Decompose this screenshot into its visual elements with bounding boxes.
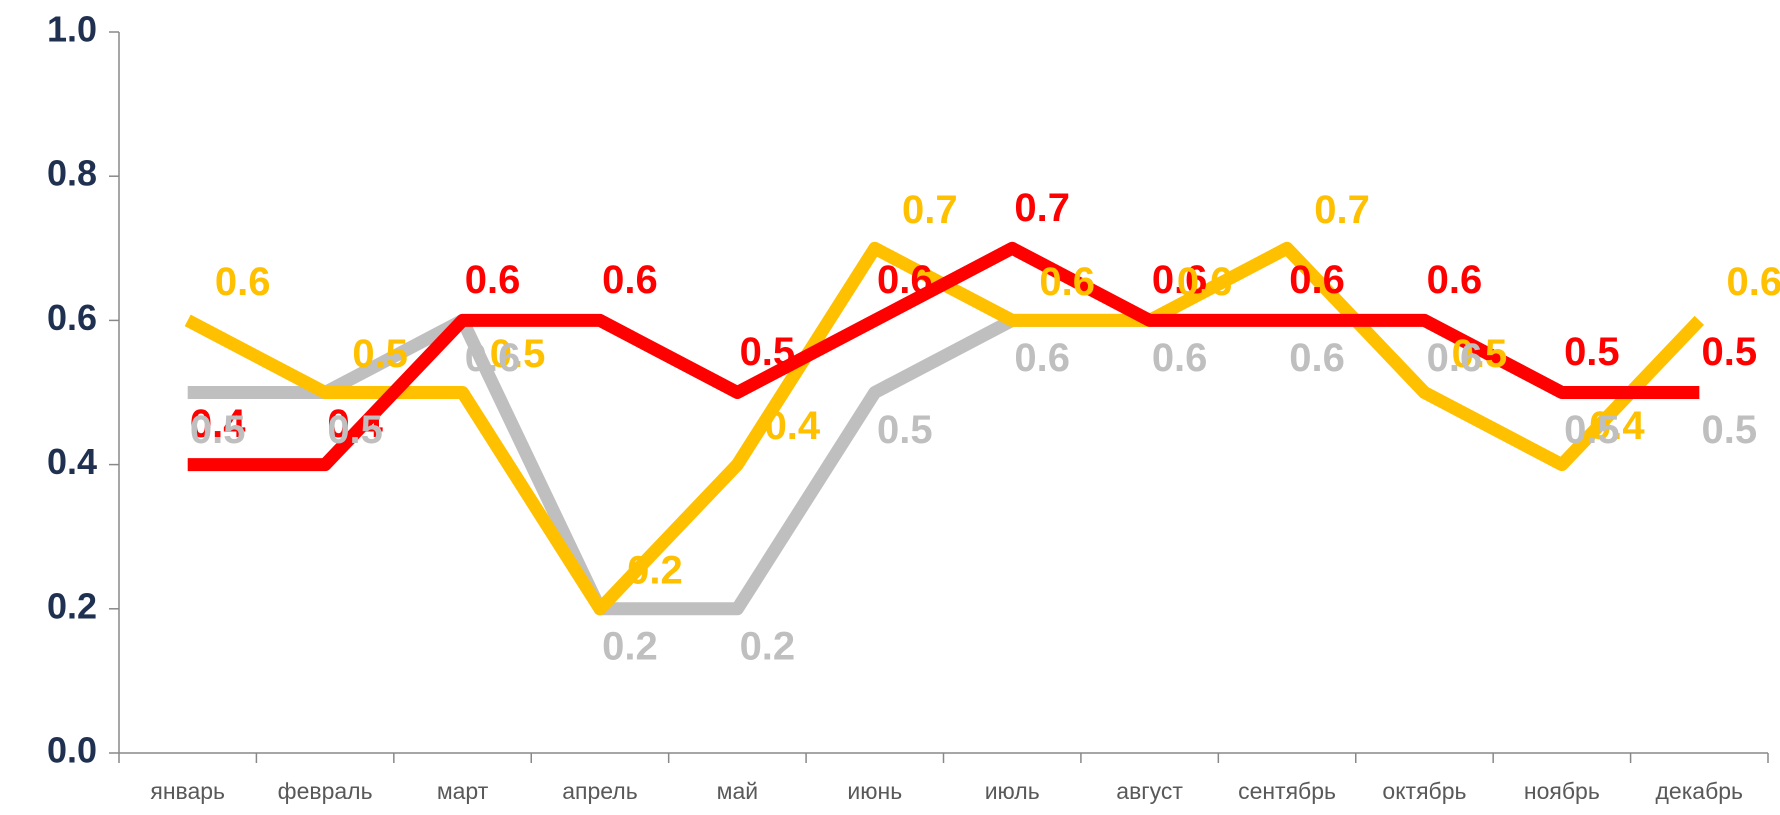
x-tick-label: декабрь [1656, 778, 1744, 804]
data-label: 0.6 [1152, 336, 1208, 380]
data-label: 0.6 [1177, 260, 1233, 304]
data-label: 0.2 [602, 624, 658, 668]
data-label: 0.5 [190, 408, 246, 452]
data-label: 0.6 [1152, 258, 1208, 302]
data-label: 0.5 [1452, 332, 1508, 376]
data-label: 0.6 [877, 258, 933, 302]
y-tick-label: 0.0 [47, 730, 97, 771]
data-label: 0.5 [490, 332, 546, 376]
x-tick-label: ноябрь [1524, 778, 1600, 804]
data-label: 0.5 [1701, 408, 1757, 452]
y-tick-label: 0.8 [47, 153, 97, 194]
data-label: 0.6 [215, 260, 271, 304]
data-label: 0.5 [877, 408, 933, 452]
data-label: 0.5 [327, 408, 383, 452]
data-label: 0.5 [1701, 330, 1757, 374]
data-label: 0.4 [190, 402, 246, 446]
data-label: 0.2 [740, 624, 796, 668]
data-label: 0.5 [1564, 408, 1620, 452]
data-label: 0.6 [1039, 260, 1095, 304]
x-tick-label: август [1116, 778, 1183, 804]
x-tick-label: июнь [847, 778, 902, 804]
data-label: 0.6 [1427, 258, 1483, 302]
x-tick-label: сентябрь [1238, 778, 1336, 804]
data-label: 0.6 [465, 258, 521, 302]
data-label: 0.7 [1014, 186, 1070, 230]
y-tick-label: 0.6 [47, 297, 97, 338]
data-label: 0.7 [1314, 188, 1370, 232]
data-label: 0.7 [902, 188, 958, 232]
data-label: 0.2 [627, 548, 683, 592]
data-label: 0.6 [1289, 258, 1345, 302]
x-tick-label: январь [150, 778, 225, 804]
data-label: 0.6 [465, 336, 521, 380]
data-label: 0.6 [1014, 336, 1070, 380]
data-label: 0.6 [1289, 336, 1345, 380]
data-label: 0.5 [740, 330, 796, 374]
data-label: 0.6 [602, 258, 658, 302]
x-tick-label: март [437, 778, 489, 804]
data-label: 0.4 [765, 404, 821, 448]
x-tick-label: май [717, 778, 758, 804]
y-tick-label: 0.4 [47, 441, 97, 482]
data-label: 0.6 [1427, 336, 1483, 380]
y-tick-label: 0.2 [47, 585, 97, 626]
data-label: 0.5 [352, 332, 408, 376]
x-tick-label: октябрь [1382, 778, 1466, 804]
data-label: 0.6 [1726, 260, 1780, 304]
x-tick-label: июль [985, 778, 1040, 804]
x-tick-label: февраль [278, 778, 373, 804]
series-line [184, 241, 1704, 616]
x-tick-label: апрель [562, 778, 637, 804]
data-label: 0.4 [1589, 404, 1645, 448]
data-label: 0.4 [327, 402, 383, 446]
data-label: 0.5 [1564, 330, 1620, 374]
y-tick-label: 1.0 [47, 9, 97, 50]
series-line [187, 241, 1700, 472]
